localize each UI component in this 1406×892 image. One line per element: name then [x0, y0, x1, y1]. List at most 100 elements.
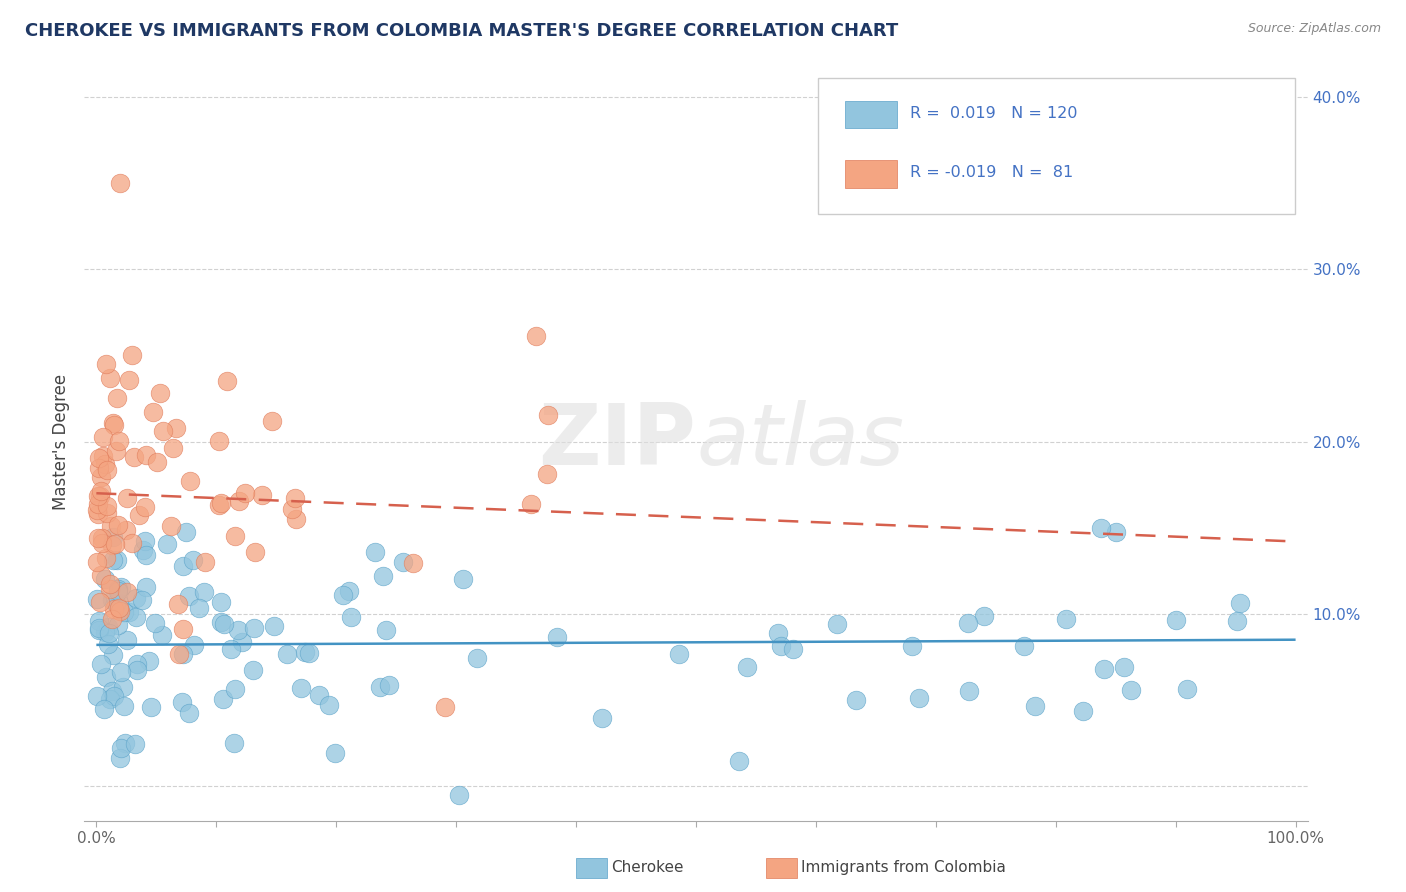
Point: [105, 552, 128, 566]
Point: [97, 620, 120, 634]
Point: [242, 621, 264, 635]
Point: [1090, 520, 1112, 534]
Point: [208, 499, 231, 513]
Point: [103, 418, 125, 433]
Point: [90, 484, 112, 499]
Point: [179, 474, 201, 488]
Point: [260, 414, 283, 428]
Point: [1014, 640, 1036, 654]
Point: [219, 642, 242, 657]
Point: [152, 424, 174, 438]
Point: [177, 589, 200, 603]
Point: [668, 647, 690, 661]
Point: [391, 555, 413, 569]
Point: [104, 597, 127, 611]
Text: R = -0.019   N =  81: R = -0.019 N = 81: [910, 165, 1073, 180]
Point: [378, 678, 401, 692]
Point: [112, 698, 135, 713]
Point: [281, 501, 304, 516]
Point: [98, 582, 121, 596]
Point: [233, 486, 256, 500]
Point: [108, 751, 131, 765]
Point: [546, 630, 568, 644]
Point: [107, 582, 129, 597]
Point: [208, 434, 231, 449]
Point: [1071, 704, 1094, 718]
Point: [124, 591, 146, 605]
Point: [115, 585, 138, 599]
Point: [209, 594, 232, 608]
Point: [1054, 612, 1077, 626]
Point: [284, 491, 307, 506]
Point: [1166, 614, 1188, 628]
Point: [94, 550, 117, 565]
Point: [449, 788, 471, 802]
Point: [87, 451, 110, 466]
Point: [536, 408, 558, 422]
Point: [87, 489, 110, 503]
Point: [107, 583, 129, 598]
Point: [165, 421, 187, 435]
Point: [224, 529, 246, 543]
Point: [231, 635, 253, 649]
Point: [101, 538, 124, 552]
Point: [434, 699, 457, 714]
Point: [110, 741, 132, 756]
Point: [226, 624, 249, 638]
Point: [103, 690, 125, 704]
Point: [290, 681, 312, 695]
Point: [94, 670, 117, 684]
Point: [91, 430, 114, 444]
Point: [135, 448, 157, 462]
Point: [127, 663, 149, 677]
Text: Cherokee: Cherokee: [612, 860, 685, 874]
Point: [735, 660, 758, 674]
Point: [87, 531, 110, 545]
Point: [101, 612, 124, 626]
Point: [212, 691, 235, 706]
Point: [104, 444, 127, 458]
Point: [86, 689, 108, 703]
Point: [101, 553, 124, 567]
Point: [172, 558, 194, 573]
Point: [91, 536, 114, 550]
Point: [332, 588, 354, 602]
Point: [89, 595, 111, 609]
Point: [177, 706, 200, 720]
Point: [93, 449, 115, 463]
Point: [134, 500, 156, 514]
Point: [90, 567, 112, 582]
Point: [110, 176, 132, 190]
Point: [217, 374, 239, 388]
Point: [87, 621, 110, 635]
Point: [172, 648, 194, 662]
Point: [107, 617, 129, 632]
Point: [124, 450, 146, 464]
Point: [112, 605, 135, 619]
Point: [96, 499, 118, 513]
Point: [104, 537, 127, 551]
Point: [1024, 698, 1046, 713]
Point: [323, 746, 346, 760]
Point: [115, 491, 138, 505]
Point: [298, 647, 321, 661]
Point: [194, 555, 217, 569]
Point: [127, 657, 149, 671]
Point: [368, 681, 391, 695]
Point: [131, 542, 153, 557]
Point: [453, 572, 475, 586]
Point: [957, 684, 980, 698]
Point: [96, 506, 118, 520]
Point: [250, 488, 273, 502]
Point: [181, 553, 204, 567]
Point: [90, 531, 112, 545]
Point: [108, 601, 131, 615]
FancyBboxPatch shape: [818, 78, 1295, 214]
Point: [94, 572, 117, 586]
Y-axis label: Master's Degree: Master's Degree: [52, 374, 70, 509]
Text: ZIP: ZIP: [538, 400, 696, 483]
Point: [973, 609, 995, 624]
Point: [98, 691, 121, 706]
Point: [87, 623, 110, 637]
Point: [135, 548, 157, 562]
